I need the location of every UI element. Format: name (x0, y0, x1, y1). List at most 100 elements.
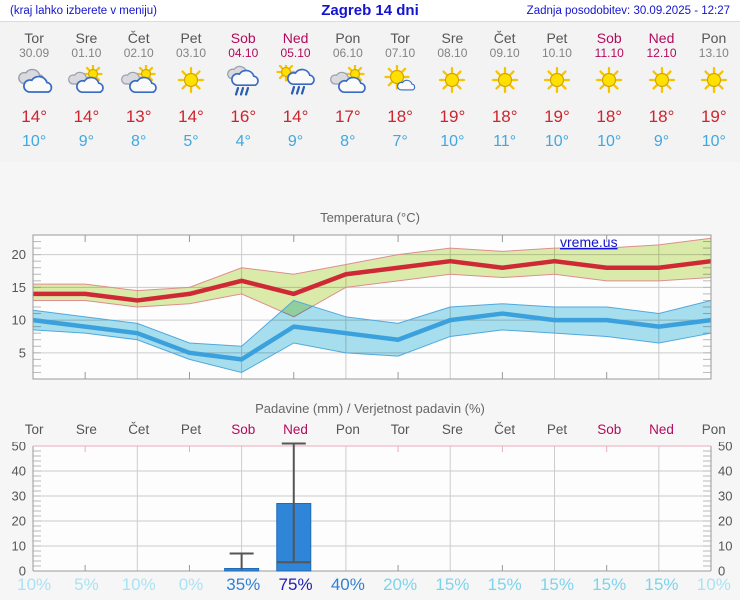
forecast-strip: Tor 30.09 14° 10° Sre 01.10 14° 9° Čet 02.10 13° 8°… (0, 22, 740, 162)
weather-icon-slot (688, 65, 740, 99)
day-date: 03.10 (175, 46, 206, 60)
location-menu-note: (kraj lahko izberete v meniju) (10, 4, 158, 17)
precipitation-chart: 0 0 10 10 20 20 30 30 40 40 50 50 (12, 442, 733, 577)
sunny-icon (700, 66, 727, 94)
tmin-label: 9° (653, 133, 670, 150)
precip-probability-label: 20% (383, 575, 418, 594)
weather-icon-slot (113, 64, 165, 99)
day-date: 05.10 (280, 46, 311, 60)
precip-probability-label: 35% (226, 575, 261, 594)
sunny-icon (491, 66, 518, 94)
cloudy-icon (18, 68, 53, 93)
day-name: Ned (648, 30, 675, 46)
tmax-label: 18° (648, 107, 675, 126)
day-date: 02.10 (123, 46, 154, 60)
svg-text:50: 50 (12, 442, 26, 454)
precip-probability-label: 15% (487, 575, 522, 594)
page-title: Zagreb 14 dni (321, 2, 419, 19)
day-name: Ned (282, 30, 309, 46)
sun-rain-icon (275, 62, 315, 95)
tmax-label: 14° (282, 107, 309, 126)
tmax-label: 19° (439, 107, 466, 126)
sunny-icon (543, 66, 571, 94)
precip-whisker (276, 442, 311, 564)
svg-text:30: 30 (12, 489, 26, 504)
day-name: Pet (546, 30, 568, 46)
precip-day-label: Ned (283, 422, 308, 437)
svg-text:10: 10 (12, 313, 26, 328)
day-column: Čet 09.10 18° 11° (479, 30, 531, 152)
day-column: Pon 13.10 19° 10° (688, 30, 740, 152)
tmax-label: 17° (334, 107, 361, 126)
precip-day-label: Sob (231, 422, 256, 437)
precip-probability-label: 75% (278, 575, 313, 594)
precip-day-label: Sre (441, 422, 463, 437)
tmin-label: 4° (235, 133, 251, 150)
svg-text:5: 5 (19, 345, 26, 360)
day-date: 12.10 (646, 46, 677, 60)
day-date: 07.10 (385, 46, 416, 60)
svg-text:40: 40 (12, 464, 26, 479)
day-column: Sob 04.10 16° 4° (217, 30, 269, 152)
day-name: Sob (596, 30, 622, 46)
day-column: Sre 08.10 19° 10° (426, 30, 478, 152)
weather-icon-slot (479, 65, 531, 99)
precip-chart-title: Padavine (mm) / Verjetnost padavin (%) (255, 401, 485, 416)
day-column: Pon 06.10 17° 8° (322, 30, 374, 152)
svg-text:20: 20 (12, 247, 26, 262)
svg-text:30: 30 (718, 489, 732, 504)
precip-day-labels: Tor Sre Čet Pet Sob Ned Pon Tor Sre Čet Pet Sob Ned P… (0, 421, 740, 439)
svg-text:20: 20 (718, 514, 732, 529)
day-column: Čet 02.10 13° 8° (113, 30, 165, 152)
tmin-label: 10° (597, 133, 622, 150)
day-column: Pet 03.10 14° 5° (165, 30, 217, 152)
precip-day-label: Sre (75, 422, 97, 437)
rain-icon (227, 65, 260, 96)
weather-icon-slot (426, 65, 478, 99)
precip-probability-label: 15% (592, 575, 627, 594)
day-name: Čet (127, 30, 150, 46)
day-column: Ned 05.10 14° 9° (269, 30, 321, 152)
header: (kraj lahko izberete v meniju) Zagreb 14… (0, 0, 740, 22)
tmin-label: 10° (701, 133, 726, 150)
day-column: Sob 11.10 18° 10° (583, 30, 635, 152)
precip-probability-label: 0% (178, 575, 204, 594)
tmax-label: 14° (178, 107, 204, 126)
tmax-label: 18° (491, 107, 518, 126)
precip-day-label: Pon (701, 422, 726, 437)
precip-probability-label: 5% (74, 575, 99, 594)
day-date: 13.10 (698, 46, 729, 60)
sunny-icon (648, 66, 675, 94)
day-date: 04.10 (228, 46, 259, 60)
tmin-label: 11° (493, 133, 517, 150)
tmin-label: 9° (287, 133, 304, 150)
max-temp-band (33, 238, 711, 317)
weather-icon-slot (374, 64, 426, 99)
day-date: 10.10 (541, 46, 572, 60)
sunny-icon (596, 66, 623, 94)
precip-probability-label: 10% (17, 575, 52, 594)
day-name: Sre (75, 30, 98, 46)
precip-day-label: Tor (390, 422, 410, 437)
tmax-label: 16° (230, 107, 257, 126)
sunny-icon (177, 66, 205, 94)
watermark-link[interactable]: vreme.us (560, 234, 618, 250)
precip-day-label: Pon (335, 422, 360, 437)
day-date: 06.10 (332, 46, 363, 60)
weather-icon-slot (531, 65, 583, 99)
tmax-label: 13° (125, 107, 152, 126)
day-column: Sre 01.10 14° 9° (60, 30, 112, 152)
day-name: Tor (390, 30, 410, 46)
svg-text:0: 0 (19, 564, 26, 577)
precip-probability-row: 10% 5% 10% 0% 35% 75% 40% 20% 15% 15% 15% 15% 15% 10% (0, 575, 740, 594)
day-name: Čet (493, 30, 516, 46)
precip-day-label: Tor (24, 422, 44, 437)
precip-probability-label: 10% (696, 575, 731, 594)
day-name: Tor (24, 30, 44, 46)
precip-probability-label: 15% (435, 575, 470, 594)
svg-text:20: 20 (12, 514, 26, 529)
tmax-label: 18° (387, 107, 413, 126)
precip-probability-label: 10% (121, 575, 156, 594)
tmax-label: 14° (73, 107, 100, 126)
temp-chart-title: Temperatura (°C) (320, 210, 420, 225)
